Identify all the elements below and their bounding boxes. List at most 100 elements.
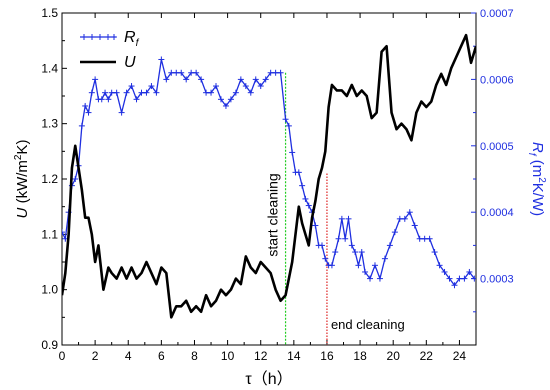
x-tick-label: 22 bbox=[420, 349, 434, 363]
x-tick-label: 2 bbox=[92, 349, 99, 363]
legend: Rf U bbox=[80, 29, 140, 71]
y-left-tick-label: 1.1 bbox=[41, 227, 58, 241]
rf-marker bbox=[242, 83, 249, 90]
rf-marker bbox=[451, 282, 458, 289]
rf-marker bbox=[305, 202, 312, 209]
rf-marker bbox=[118, 109, 125, 116]
rf-marker bbox=[282, 116, 289, 123]
rf-marker bbox=[78, 122, 85, 129]
rf-marker bbox=[102, 89, 109, 96]
series-u-line bbox=[62, 33, 476, 319]
y-axis-right: 0.0003 0.0004 0.0005 0.0006 0.0007 bbox=[471, 8, 514, 313]
rf-marker bbox=[183, 76, 190, 83]
y-left-tick-label: 1.4 bbox=[41, 61, 58, 75]
rf-marker bbox=[257, 83, 264, 90]
rf-marker bbox=[466, 268, 473, 275]
rf-marker bbox=[92, 76, 99, 83]
rf-marker bbox=[247, 89, 254, 96]
x-tick-label: 18 bbox=[353, 349, 367, 363]
rf-marker bbox=[85, 109, 92, 116]
series-rf-markers bbox=[62, 56, 476, 289]
rf-marker bbox=[426, 235, 433, 242]
rf-marker bbox=[345, 215, 352, 222]
rf-marker bbox=[471, 275, 476, 282]
y-left-tick-label: 1.0 bbox=[41, 283, 58, 297]
rf-marker bbox=[358, 249, 365, 256]
rf-marker bbox=[163, 76, 170, 83]
rf-marker bbox=[88, 89, 95, 96]
rf-marker bbox=[461, 275, 468, 282]
rf-marker bbox=[105, 96, 112, 103]
rf-marker bbox=[193, 69, 200, 76]
rf-marker bbox=[376, 275, 383, 282]
rf-marker bbox=[213, 83, 220, 90]
rf-marker bbox=[62, 229, 65, 236]
rf-marker bbox=[72, 176, 79, 182]
end-cleaning-label: end cleaning bbox=[331, 317, 405, 332]
legend-rf-label: Rf bbox=[124, 29, 140, 49]
rf-marker bbox=[128, 83, 135, 90]
x-tick-label: 12 bbox=[254, 349, 268, 363]
x-tick-label: 20 bbox=[387, 349, 401, 363]
y-left-tick-label: 1.3 bbox=[41, 117, 58, 131]
rf-marker bbox=[148, 83, 155, 90]
rf-marker bbox=[237, 76, 244, 83]
rf-marker bbox=[446, 275, 453, 282]
rf-marker bbox=[262, 76, 269, 83]
rf-marker bbox=[133, 96, 140, 103]
legend-rf-markers bbox=[81, 34, 117, 40]
y-right-tick-label: 0.0005 bbox=[480, 141, 514, 153]
x-tick-label: 10 bbox=[221, 349, 235, 363]
x-tick-label: 24 bbox=[453, 349, 467, 363]
rf-marker bbox=[208, 89, 215, 96]
rf-marker bbox=[217, 96, 224, 103]
rf-marker bbox=[158, 56, 165, 63]
rf-marker bbox=[328, 262, 335, 269]
rf-marker bbox=[367, 275, 374, 282]
y-axis-left: 0.9 1.0 1.1 1.2 1.3 1.4 1.5 bbox=[41, 6, 67, 352]
legend-rf-marker bbox=[81, 34, 87, 40]
rf-marker bbox=[113, 89, 120, 96]
rf-marker bbox=[391, 229, 398, 236]
rf-marker bbox=[289, 149, 296, 156]
x-tick-label: 14 bbox=[287, 349, 301, 363]
rf-marker bbox=[232, 89, 239, 96]
legend-rf-marker bbox=[97, 34, 103, 40]
legend-rf-marker bbox=[89, 34, 95, 40]
y-left-tick-label: 1.5 bbox=[41, 6, 58, 20]
rf-marker bbox=[153, 89, 160, 96]
x-tick-label: 6 bbox=[158, 349, 165, 363]
rf-marker bbox=[332, 249, 339, 256]
y-axis-left-title: U (kW/m2K) bbox=[13, 140, 31, 219]
rf-marker bbox=[299, 182, 306, 189]
rf-marker bbox=[406, 209, 413, 216]
x-axis-title: τ（h） bbox=[245, 370, 292, 388]
x-tick-label: 8 bbox=[191, 349, 198, 363]
rf-marker bbox=[431, 249, 438, 256]
y-right-tick-label: 0.0006 bbox=[480, 74, 514, 86]
rf-marker bbox=[348, 242, 355, 249]
rf-marker bbox=[381, 255, 388, 262]
rf-marker bbox=[198, 76, 205, 83]
rf-marker bbox=[227, 96, 234, 103]
rf-marker bbox=[143, 89, 150, 96]
x-tick-label: 0 bbox=[59, 349, 66, 363]
rf-marker bbox=[277, 69, 284, 76]
rf-marker bbox=[352, 249, 359, 256]
y-right-tick-label: 0.0007 bbox=[480, 8, 514, 20]
x-tick-label: 4 bbox=[125, 349, 132, 363]
rf-marker bbox=[222, 102, 229, 109]
y-right-tick-label: 0.0004 bbox=[480, 207, 514, 219]
rf-marker bbox=[312, 222, 319, 229]
rf-marker bbox=[98, 96, 105, 103]
rf-marker bbox=[252, 76, 259, 83]
rf-marker bbox=[386, 242, 393, 249]
rf-marker bbox=[302, 195, 309, 202]
rf-marker bbox=[371, 262, 378, 269]
x-axis: 0 2 4 6 8 10 12 14 16 18 20 22 24 bbox=[59, 13, 467, 363]
rf-marker bbox=[335, 235, 342, 242]
rf-marker bbox=[411, 222, 418, 229]
x-tick-label: 16 bbox=[320, 349, 334, 363]
rf-marker bbox=[82, 102, 89, 109]
